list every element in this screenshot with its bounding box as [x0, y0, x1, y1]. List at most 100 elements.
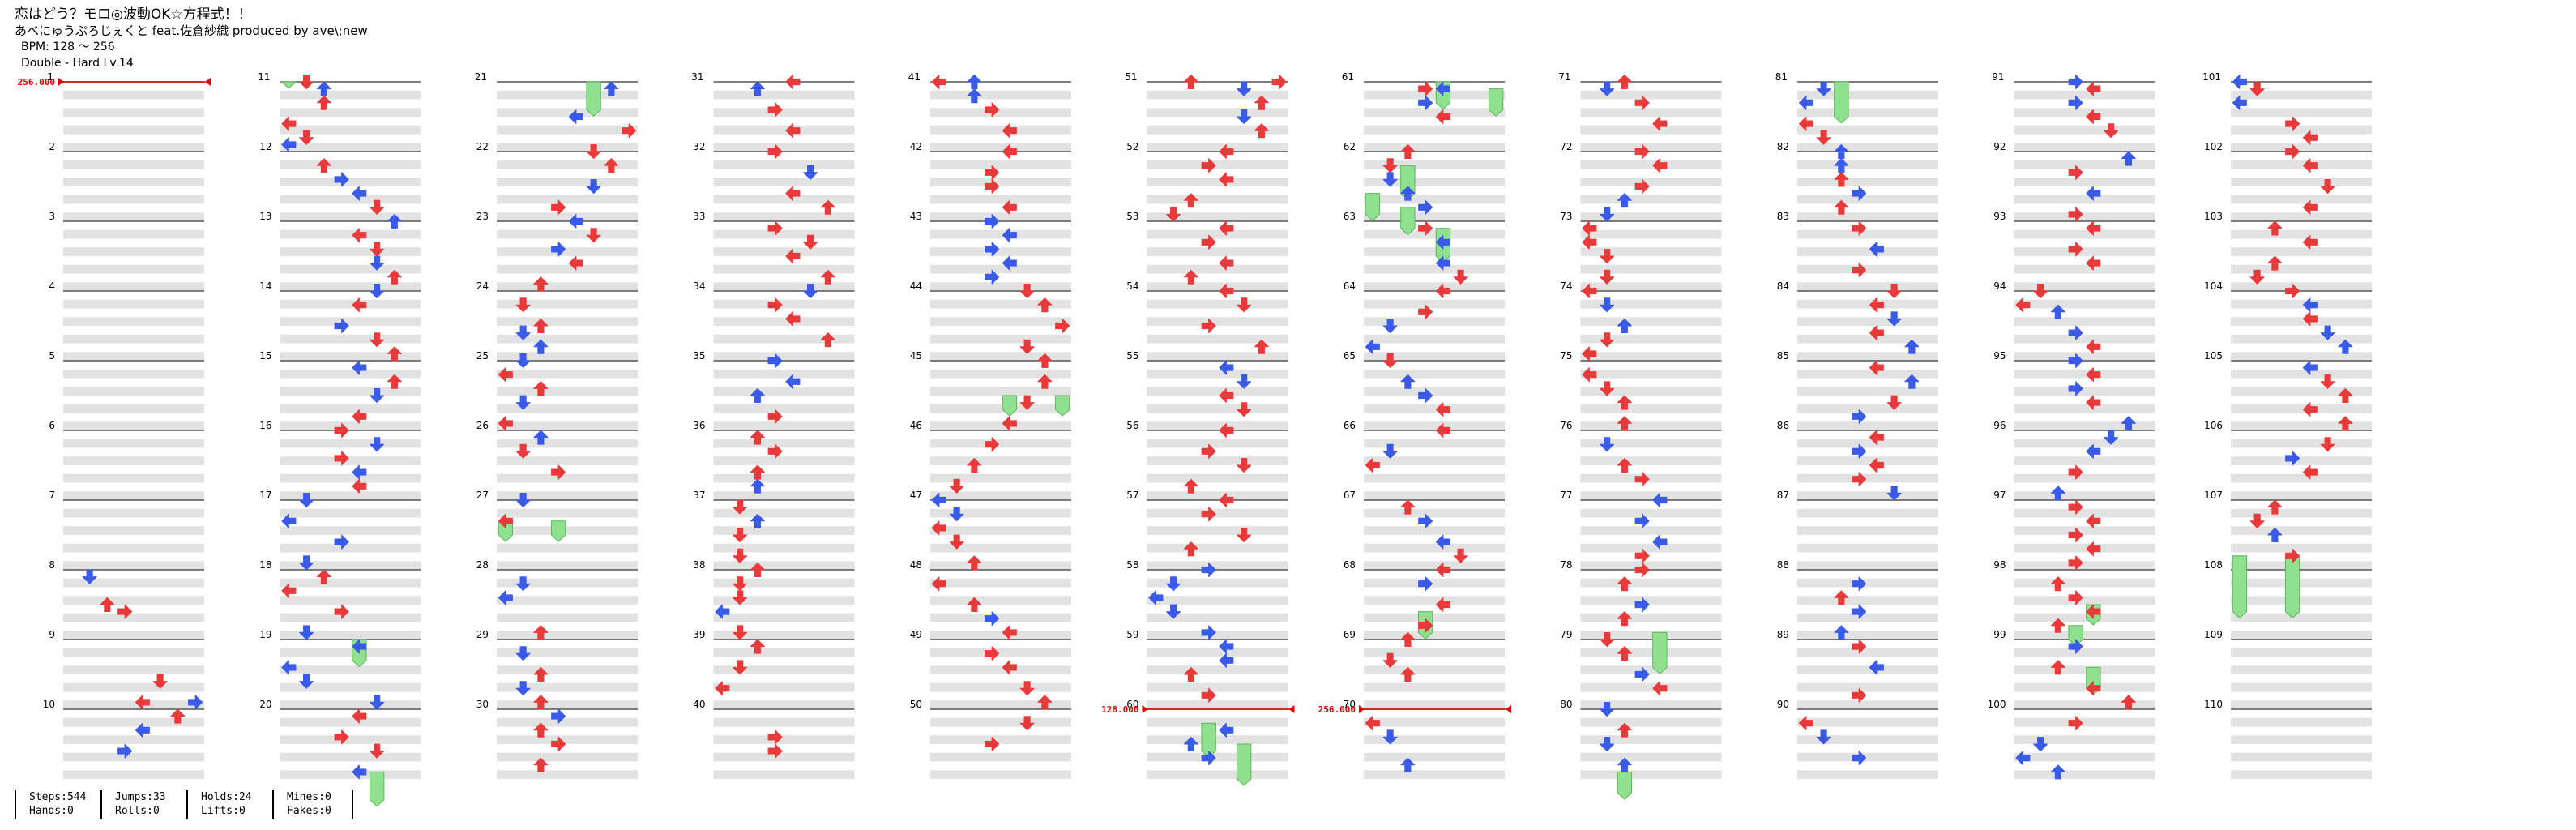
arrow-note-blue [117, 743, 133, 759]
arrow-note-red [2086, 220, 2101, 236]
measure-number: 28 [476, 559, 489, 571]
beat-row-shade [63, 90, 204, 100]
beat-row-shade [1364, 352, 1505, 361]
arrow-note-red [820, 332, 835, 348]
measure-number: 31 [691, 71, 703, 83]
beat-row-shade [1364, 439, 1505, 448]
arrow-shape [515, 681, 531, 696]
beat-row-shade [1147, 212, 1288, 221]
hold-note [2232, 555, 2248, 619]
arrow-note-red [316, 569, 331, 584]
arrow-note-blue [1816, 81, 1831, 96]
arrow-note-red [1617, 416, 1632, 431]
arrow-shape [985, 269, 1000, 285]
arrow-shape [2068, 590, 2083, 605]
song-artist: あべにゅうぷろじぇくと feat.佐倉紗織 produced by ave\;n… [15, 24, 368, 38]
arrow-shape [767, 443, 783, 459]
beat-row-shade [280, 682, 421, 692]
arrow-note-blue [1201, 625, 1216, 640]
measure-number: 55 [1126, 350, 1138, 362]
arrow-note-red [352, 228, 367, 243]
beat-row-shade [1580, 178, 1722, 186]
arrow-shape [1166, 207, 1181, 222]
measure-number: 83 [1777, 211, 1789, 222]
arrow-shape [1400, 667, 1416, 682]
beat-row-shade [63, 108, 204, 117]
arrow-shape [1237, 458, 1252, 473]
measure-number: 99 [1993, 629, 2006, 640]
arrow-shape [1418, 220, 1433, 236]
arrow-note-red [551, 737, 566, 751]
arrow-shape [1600, 737, 1615, 751]
arrow-note-red [967, 597, 982, 612]
beat-row-shade [1364, 631, 1505, 640]
beat-row-shade [1364, 682, 1505, 692]
measure-number: 62 [1344, 141, 1356, 152]
beat-row-shade [1364, 543, 1505, 553]
arrow-note-blue [1600, 297, 1615, 313]
arrow-note-blue [515, 646, 531, 661]
beat-row-shade [1797, 473, 1938, 483]
beat-row-shade [1147, 526, 1288, 535]
arrow-note-blue [1617, 319, 1632, 333]
beat-row-shade [497, 578, 638, 588]
arrow-shape [1400, 757, 1416, 772]
arrow-note-blue [281, 660, 297, 675]
arrow-note-blue [1418, 576, 1433, 592]
arrow-shape [1019, 395, 1035, 410]
arrow-shape [1816, 130, 1831, 145]
arrow-note-blue [985, 611, 1000, 627]
arrow-shape [949, 507, 964, 522]
arrow-note-red [733, 576, 748, 592]
arrow-note-blue [533, 339, 549, 354]
arrow-shape [1852, 687, 1867, 703]
beat-row-shade [63, 439, 204, 448]
arrow-note-blue [370, 388, 385, 403]
beat-row-shade [497, 526, 638, 535]
arrow-shape [2068, 325, 2083, 340]
beat-row-shade [280, 90, 421, 100]
measure-number: 18 [259, 559, 271, 571]
beat-row-shade [2014, 631, 2155, 640]
beat-row-shade [1364, 735, 1505, 744]
beat-row-shade [280, 352, 421, 361]
beat-row-shade [280, 613, 421, 622]
arrow-shape [1634, 563, 1650, 577]
arrow-note-red [1852, 220, 1867, 236]
arrow-note-blue [1435, 534, 1450, 550]
arrow-note-blue [1219, 360, 1234, 375]
measure-number: 24 [476, 280, 489, 292]
arrow-shape [551, 737, 566, 751]
arrow-note-blue [1382, 172, 1398, 187]
measure-number: 27 [476, 490, 489, 501]
beat-row-shade [497, 108, 638, 117]
arrow-note-red [1237, 528, 1252, 542]
beat-row-shade [63, 212, 204, 221]
beat-row-shade [2231, 195, 2372, 204]
arrow-shape [1453, 269, 1468, 285]
arrow-shape [1617, 611, 1632, 627]
arrow-shape [1002, 199, 1017, 215]
arrow-shape [1037, 297, 1053, 313]
beat-row-shade [1797, 229, 1938, 239]
arrow-note-red [533, 625, 549, 640]
arrow-note-blue [387, 214, 402, 229]
arrow-shape [1037, 353, 1053, 368]
arrow-note-blue [2033, 737, 2048, 751]
beat-row-shade [1580, 717, 1722, 727]
beat-row-shade [497, 613, 638, 622]
arrow-note-red [1382, 158, 1398, 173]
beat-row-shade [1580, 143, 1722, 152]
beat-row-shade [1364, 264, 1505, 274]
arrow-shape [1019, 681, 1035, 696]
measure-number: 26 [476, 420, 489, 431]
arrow-note-red [1634, 179, 1650, 194]
arrow-note-blue [1382, 729, 1398, 745]
arrow-note-red [985, 102, 1000, 118]
beat-row-shade [63, 665, 204, 674]
arrow-note-blue [1435, 81, 1450, 96]
arrow-shape [1634, 179, 1650, 194]
arrow-shape [2232, 95, 2247, 110]
beat-row-shade [1364, 717, 1505, 727]
beat-row-shade [2014, 596, 2155, 605]
